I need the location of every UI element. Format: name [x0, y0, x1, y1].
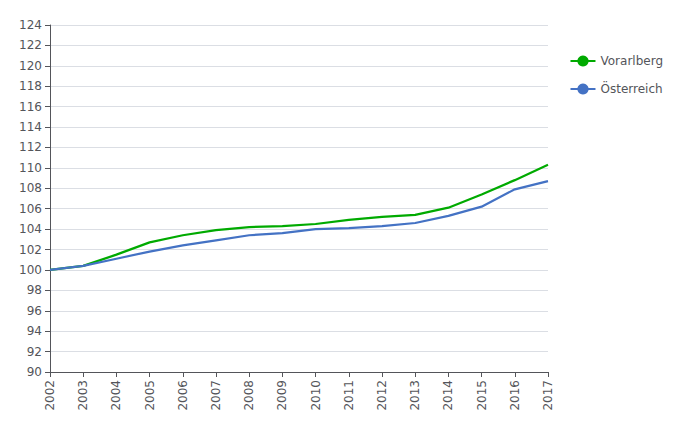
- svg-text:110: 110: [19, 161, 42, 175]
- svg-text:2017: 2017: [541, 380, 555, 411]
- svg-text:98: 98: [27, 283, 42, 297]
- svg-text:2005: 2005: [143, 380, 157, 411]
- svg-text:2002: 2002: [43, 380, 57, 411]
- svg-text:2009: 2009: [275, 380, 289, 411]
- svg-text:Österreich: Österreich: [600, 80, 662, 96]
- svg-text:114: 114: [19, 120, 42, 134]
- svg-text:102: 102: [19, 243, 42, 257]
- svg-text:116: 116: [19, 100, 42, 114]
- svg-text:2011: 2011: [342, 380, 356, 411]
- svg-text:120: 120: [19, 59, 42, 73]
- svg-text:2010: 2010: [309, 380, 323, 411]
- svg-text:108: 108: [19, 181, 42, 195]
- svg-text:104: 104: [19, 222, 42, 236]
- svg-text:94: 94: [27, 324, 42, 338]
- svg-text:2004: 2004: [109, 380, 123, 411]
- svg-text:2012: 2012: [375, 380, 389, 411]
- svg-text:2008: 2008: [242, 380, 256, 411]
- svg-text:100: 100: [19, 263, 42, 277]
- svg-text:2006: 2006: [176, 380, 190, 411]
- svg-text:2014: 2014: [441, 380, 455, 411]
- svg-text:92: 92: [27, 345, 42, 359]
- svg-text:124: 124: [19, 18, 42, 32]
- svg-text:2016: 2016: [508, 380, 522, 411]
- svg-text:118: 118: [19, 79, 42, 93]
- svg-text:Vorarlberg: Vorarlberg: [600, 54, 663, 68]
- svg-text:96: 96: [27, 304, 42, 318]
- svg-text:2007: 2007: [209, 380, 223, 411]
- svg-text:2003: 2003: [76, 380, 90, 411]
- svg-text:112: 112: [19, 140, 42, 154]
- svg-text:90: 90: [27, 365, 42, 379]
- svg-text:122: 122: [19, 38, 42, 52]
- svg-text:106: 106: [19, 202, 42, 216]
- svg-text:2015: 2015: [475, 380, 489, 411]
- svg-text:2013: 2013: [408, 380, 422, 411]
